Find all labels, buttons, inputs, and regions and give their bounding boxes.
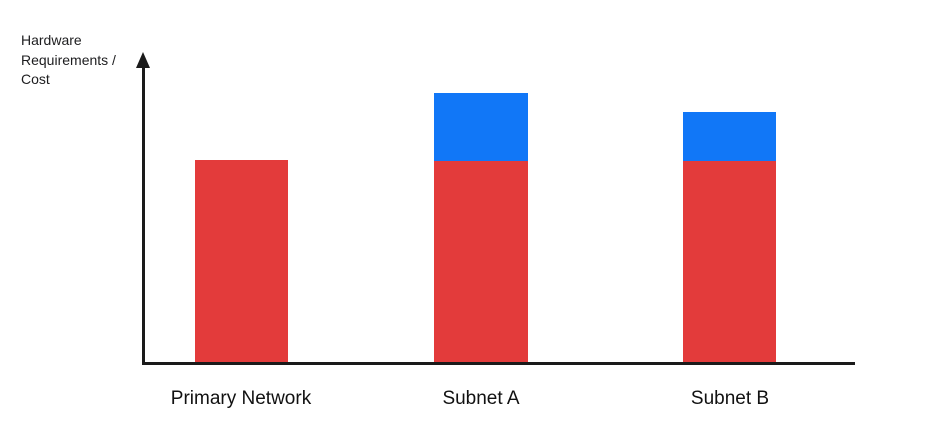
bar-primary-network <box>195 160 288 362</box>
red-base-segment <box>195 160 288 362</box>
x-axis-label-subnet-b: Subnet B <box>690 387 770 409</box>
x-axis-line <box>142 362 855 365</box>
blue-additional-segment <box>683 112 776 161</box>
y-axis-label: Hardware Requirements / Cost <box>21 32 116 87</box>
bar-subnet-b <box>683 112 776 362</box>
blue-additional-segment <box>434 93 528 161</box>
red-base-segment <box>434 161 528 362</box>
y-axis-line <box>142 60 145 365</box>
bar-subnet-a <box>434 93 528 362</box>
x-axis-label-subnet-a: Subnet A <box>442 387 520 409</box>
x-axis-label-primary-network: Primary Network <box>170 387 312 409</box>
red-base-segment <box>683 161 776 362</box>
